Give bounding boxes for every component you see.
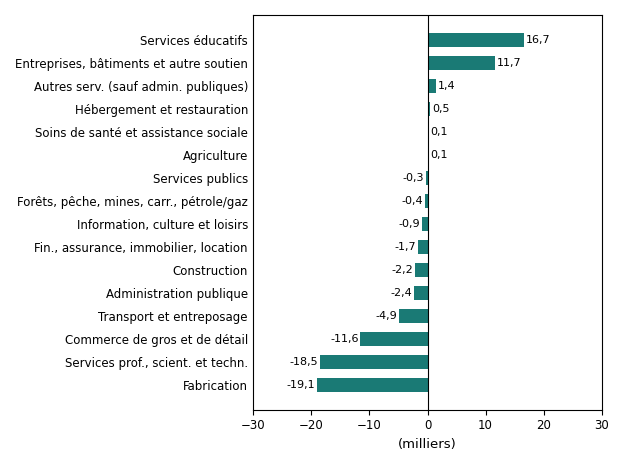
Bar <box>317 378 427 392</box>
Bar <box>425 194 427 208</box>
Bar <box>427 56 495 70</box>
Bar <box>422 217 427 231</box>
Bar <box>427 79 436 93</box>
Bar <box>320 355 427 369</box>
Text: 11,7: 11,7 <box>497 58 522 68</box>
Bar <box>360 332 427 346</box>
Text: -11,6: -11,6 <box>330 334 358 344</box>
Text: -0,4: -0,4 <box>402 196 424 206</box>
Text: 1,4: 1,4 <box>437 81 455 91</box>
Bar <box>426 171 427 185</box>
Text: -19,1: -19,1 <box>286 380 315 390</box>
Text: 0,5: 0,5 <box>432 104 450 114</box>
Bar <box>415 263 427 277</box>
Text: -4,9: -4,9 <box>376 311 397 321</box>
Bar <box>427 102 431 116</box>
Bar <box>417 240 427 254</box>
Text: -1,7: -1,7 <box>394 242 416 252</box>
Text: -2,4: -2,4 <box>390 288 412 298</box>
Text: 16,7: 16,7 <box>526 35 551 45</box>
Text: 0,1: 0,1 <box>430 150 447 160</box>
Bar <box>414 286 427 300</box>
Bar <box>399 309 427 323</box>
Text: -0,3: -0,3 <box>402 173 424 183</box>
Text: -18,5: -18,5 <box>290 357 318 367</box>
Bar <box>427 33 524 47</box>
Text: 0,1: 0,1 <box>430 127 447 137</box>
Text: -2,2: -2,2 <box>391 265 413 275</box>
X-axis label: (milliers): (milliers) <box>398 438 457 451</box>
Text: -0,9: -0,9 <box>399 219 421 229</box>
